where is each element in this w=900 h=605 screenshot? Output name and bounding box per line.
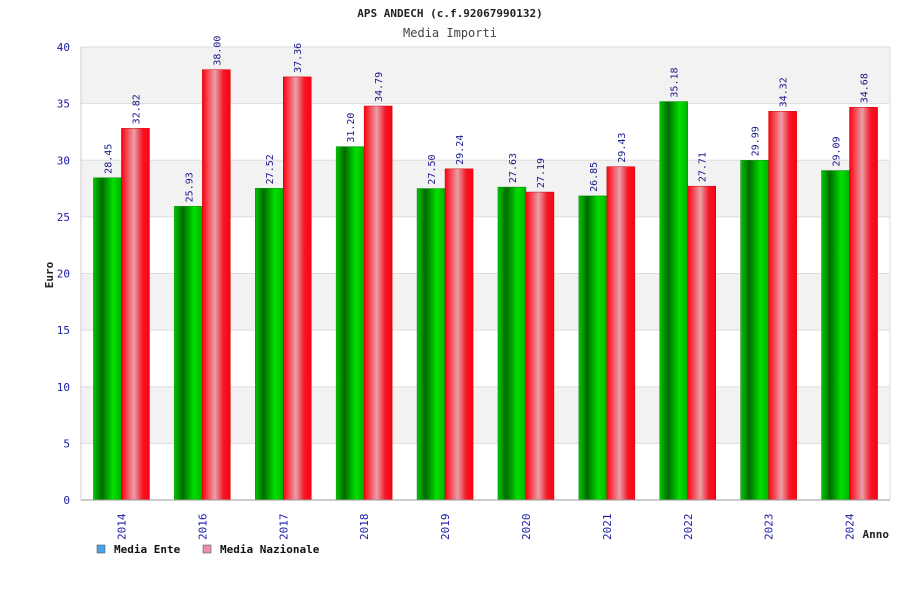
value-label: 25.93 xyxy=(184,172,195,202)
legend-swatch-ente xyxy=(96,544,106,554)
value-label: 29.09 xyxy=(832,136,843,166)
bar-media-nazionale xyxy=(687,185,716,501)
value-label: 27.50 xyxy=(427,154,438,184)
y-tick-label: 35 xyxy=(57,98,70,111)
x-tick-label: 2019 xyxy=(439,514,452,541)
chart-title: APS ANDECH (c.f.92067990132) xyxy=(357,7,542,20)
value-label: 34.79 xyxy=(374,72,385,102)
bar-media-nazionale xyxy=(121,128,150,501)
bar-media-ente xyxy=(497,186,527,501)
value-label: 38.00 xyxy=(212,36,223,66)
x-tick-label: 2021 xyxy=(601,514,614,541)
bar-media-ente xyxy=(821,170,850,501)
x-tick-label: 2014 xyxy=(115,513,128,540)
x-tick-label: 2024 xyxy=(844,513,857,540)
bar-media-ente xyxy=(416,188,446,501)
x-axis-label: Anno xyxy=(863,528,890,541)
bar-media-ente xyxy=(255,188,284,501)
y-tick-label: 5 xyxy=(63,437,70,450)
value-label: 26.85 xyxy=(589,162,600,192)
x-tick-label: 2018 xyxy=(358,514,371,541)
value-label: 27.52 xyxy=(265,154,276,184)
y-axis-label: Euro xyxy=(43,261,56,288)
y-tick-label: 10 xyxy=(57,381,70,394)
value-label: 29.43 xyxy=(617,133,628,163)
bar-media-nazionale xyxy=(444,168,474,501)
y-axis-ticks: 0 5 10 15 20 25 30 35 40 xyxy=(57,41,70,507)
value-labels: 28.45 32.82 25.93 38.00 27.52 37.36 31.20 34.79… xyxy=(103,36,870,203)
value-label: 27.71 xyxy=(698,152,709,182)
value-label: 27.19 xyxy=(536,158,547,188)
bar-media-ente xyxy=(93,177,122,501)
value-label: 28.45 xyxy=(103,144,114,174)
legend-label-nazionale: Media Nazionale xyxy=(220,543,320,556)
bar-media-nazionale xyxy=(202,69,231,501)
bar-media-nazionale xyxy=(525,191,555,501)
bar-media-ente xyxy=(578,195,608,501)
value-label: 31.20 xyxy=(346,113,357,143)
bar-media-nazionale xyxy=(768,111,797,501)
value-label: 35.18 xyxy=(670,67,681,97)
bar-media-ente xyxy=(335,146,365,501)
bar-media-ente xyxy=(740,160,769,501)
legend-label-ente: Media Ente xyxy=(114,543,181,556)
x-tick-label: 2017 xyxy=(277,514,290,541)
x-tick-label: 2022 xyxy=(682,514,695,541)
bar-media-nazionale xyxy=(849,106,878,501)
value-label: 34.68 xyxy=(860,73,871,103)
bar-media-nazionale xyxy=(363,105,393,501)
chart-subtitle: Media Importi xyxy=(403,26,497,40)
bar-media-ente xyxy=(659,101,688,501)
x-tick-label: 2023 xyxy=(763,514,776,541)
value-label: 34.32 xyxy=(779,77,790,107)
legend-swatch-nazionale xyxy=(202,544,212,554)
bar-series xyxy=(93,69,878,501)
y-tick-label: 20 xyxy=(57,268,70,281)
bar-media-ente xyxy=(174,206,203,501)
y-tick-label: 0 xyxy=(63,494,70,507)
x-tick-label: 2016 xyxy=(196,514,209,541)
bar-media-nazionale xyxy=(606,166,636,501)
y-tick-label: 15 xyxy=(57,324,70,337)
value-label: 37.36 xyxy=(293,43,304,73)
x-axis-ticks: 2014 2016 2017 2018 2019 2020 2021 2022 2023 2024 xyxy=(115,513,856,540)
value-label: 29.24 xyxy=(455,135,466,165)
y-tick-label: 25 xyxy=(57,211,70,224)
x-tick-label: 2020 xyxy=(520,514,533,541)
value-label: 29.99 xyxy=(751,126,762,156)
y-tick-label: 40 xyxy=(57,41,70,54)
bar-media-nazionale xyxy=(283,76,312,501)
legend: Media Ente Media Nazionale xyxy=(96,543,320,556)
value-label: 27.63 xyxy=(508,153,519,183)
y-tick-label: 30 xyxy=(57,154,70,167)
value-label: 32.82 xyxy=(131,94,142,124)
